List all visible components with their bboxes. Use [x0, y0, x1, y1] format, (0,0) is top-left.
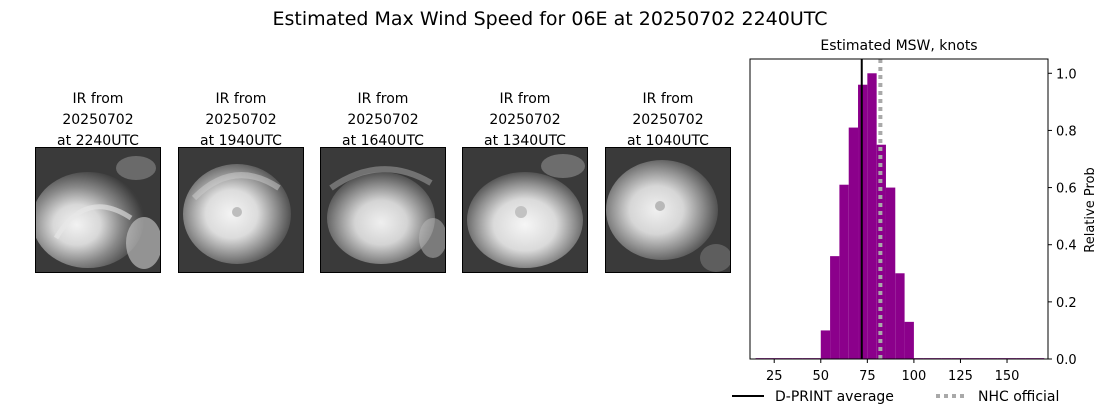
y-axis-ticks: 0.0 0.2 0.4 0.6 0.8 1.0	[1048, 67, 1077, 368]
x-tick-label: 100	[901, 369, 926, 384]
legend-dprint-label: D-PRINT average	[775, 389, 894, 405]
x-tick-label: 75	[859, 369, 876, 384]
caption-date: 20250702	[489, 112, 561, 128]
caption-date: 20250702	[205, 112, 277, 128]
y-tick-label: 0.6	[1056, 182, 1077, 197]
y-axis-label: Relative Prob	[1083, 167, 1098, 252]
histogram-bar	[904, 321, 914, 359]
histogram-bar	[839, 184, 849, 359]
y-tick-label: 1.0	[1056, 67, 1077, 82]
x-tick-label: 125	[948, 369, 973, 384]
caption-time: at 1640UTC	[342, 133, 424, 149]
histogram-bar	[895, 273, 905, 359]
figure-title: Estimated Max Wind Speed for 06E at 2025…	[272, 8, 828, 30]
caption-line: IR from	[215, 91, 267, 107]
y-tick-label: 0.4	[1056, 239, 1077, 254]
caption-date: 20250702	[632, 112, 704, 128]
caption-time: at 1040UTC	[627, 133, 709, 149]
histogram-bar	[820, 330, 831, 359]
ir-panel-1: IR from 20250702 at 2240UTC	[35, 89, 161, 273]
ir-satellite-image	[462, 147, 588, 273]
ir-panel-4: IR from 20250702 at 1340UTC	[462, 89, 588, 273]
ir-panel-caption: IR from 20250702 at 2240UTC	[35, 89, 161, 149]
chart-title: Estimated MSW, knots	[820, 38, 977, 54]
x-tick-label: 50	[813, 369, 830, 384]
ir-panel-caption: IR from 20250702 at 1940UTC	[178, 89, 304, 149]
plot-frame	[749, 58, 1049, 360]
ir-satellite-image	[178, 147, 304, 273]
caption-date: 20250702	[347, 112, 419, 128]
ir-panel-caption: IR from 20250702 at 1640UTC	[320, 89, 446, 149]
ir-panel-caption: IR from 20250702 at 1040UTC	[605, 89, 731, 149]
caption-line: IR from	[72, 91, 124, 107]
ir-panel-2: IR from 20250702 at 1940UTC	[178, 89, 304, 273]
ir-panel-3: IR from 20250702 at 1640UTC	[320, 89, 446, 273]
caption-line: IR from	[642, 91, 694, 107]
caption-line: IR from	[499, 91, 551, 107]
histogram-bars	[755, 73, 1045, 360]
y-tick-label: 0.8	[1056, 124, 1077, 139]
caption-date: 20250702	[62, 112, 134, 128]
caption-time: at 1940UTC	[200, 133, 282, 149]
histogram-bar	[867, 73, 877, 360]
ir-satellite-image	[605, 147, 731, 273]
legend-nhc-label: NHC official	[978, 389, 1059, 405]
histogram-bar	[885, 187, 896, 359]
caption-line: IR from	[357, 91, 409, 107]
caption-time: at 2240UTC	[57, 133, 139, 149]
x-tick-label: 25	[766, 369, 783, 384]
ir-panel-5: IR from 20250702 at 1040UTC	[605, 89, 731, 273]
histogram-bar	[830, 256, 840, 359]
reference-lines	[860, 59, 883, 359]
x-tick-label: 150	[995, 369, 1020, 384]
caption-time: at 1340UTC	[484, 133, 566, 149]
y-tick-label: 0.2	[1056, 296, 1077, 311]
chart-legend: D-PRINT average NHC official	[732, 389, 1059, 405]
ir-satellite-image	[320, 147, 446, 273]
x-axis-ticks: 25 50 75 100 125 150	[766, 359, 1020, 384]
ir-panel-caption: IR from 20250702 at 1340UTC	[462, 89, 588, 149]
y-tick-label: 0.0	[1056, 353, 1077, 368]
histogram-bar	[848, 127, 859, 359]
ir-satellite-image	[35, 147, 161, 273]
